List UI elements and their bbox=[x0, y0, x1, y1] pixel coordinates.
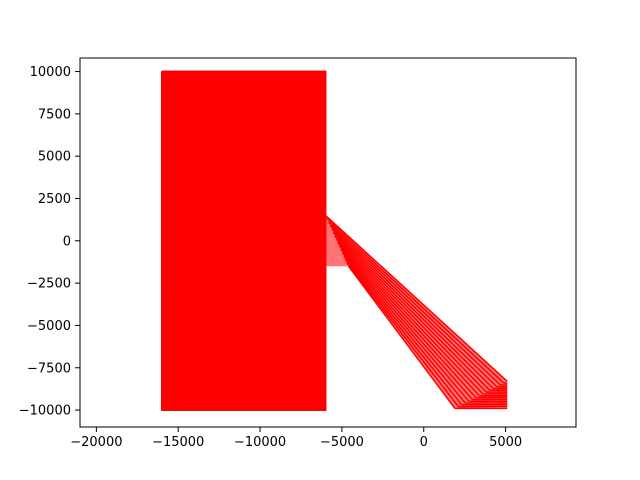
series-line-branch bbox=[328, 221, 501, 386]
y-tick-label: 0 bbox=[63, 234, 71, 249]
series-line-branch bbox=[344, 258, 463, 406]
series-line-branch bbox=[337, 241, 480, 397]
y-tick-label: 10000 bbox=[30, 65, 71, 80]
series-line-branch bbox=[324, 214, 508, 382]
y-tick-label: −10000 bbox=[19, 404, 71, 419]
series-line-branch bbox=[338, 245, 477, 399]
x-tick-label: 5000 bbox=[489, 435, 522, 450]
series-line-branch bbox=[332, 231, 491, 391]
series-line-branch bbox=[331, 228, 494, 390]
series-line-branch bbox=[334, 235, 487, 393]
x-tick-label: −5000 bbox=[320, 435, 364, 450]
y-tick-label: 7500 bbox=[38, 107, 71, 122]
x-tick-label: −15000 bbox=[152, 435, 204, 450]
series-line-branch bbox=[326, 218, 505, 384]
series-line-branch bbox=[343, 255, 466, 404]
y-tick-label: −5000 bbox=[27, 319, 71, 334]
series-line-branch bbox=[340, 248, 473, 400]
y-axis: −10000 −7500 −5000 −2500 0 2500 5000 7500 10000 bbox=[19, 65, 80, 419]
plot-frame bbox=[79, 57, 577, 428]
rectangle-fill bbox=[161, 71, 326, 411]
y-tick-label: 5000 bbox=[38, 150, 71, 165]
series-line-branch bbox=[341, 252, 470, 402]
x-tick-label: −10000 bbox=[234, 435, 286, 450]
series-line-branch bbox=[329, 225, 498, 388]
series-line-branch bbox=[335, 238, 484, 395]
plot-data bbox=[161, 70, 508, 411]
x-tick-label: 0 bbox=[420, 435, 428, 450]
y-tick-label: −7500 bbox=[27, 361, 71, 376]
y-tick-label: −2500 bbox=[27, 277, 71, 292]
x-axis: −20000 −15000 −10000 −5000 0 5000 bbox=[70, 427, 522, 450]
x-tick-label: −20000 bbox=[70, 435, 122, 450]
series-line-branch bbox=[346, 262, 459, 408]
series-line-branch bbox=[347, 265, 456, 409]
y-tick-label: 2500 bbox=[38, 192, 71, 207]
